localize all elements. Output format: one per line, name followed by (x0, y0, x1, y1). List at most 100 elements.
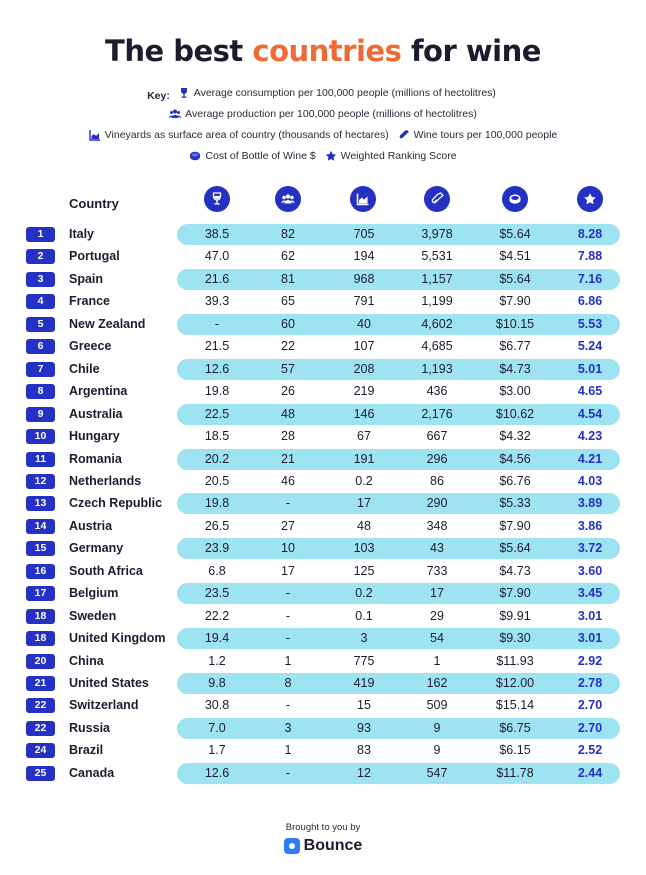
table-row: 9 Australia 22.5 48 146 2,176 $10.62 4.54 (0, 403, 646, 425)
tours-cell: 547 (426, 765, 448, 780)
rank-badge: 16 (26, 563, 55, 579)
production-cell: 1 (284, 743, 292, 758)
consumption-cell: 19.8 (204, 384, 230, 399)
country-name: France (69, 294, 110, 309)
cost-cell: $7.90 (499, 294, 531, 309)
cost-cell: $5.64 (499, 271, 531, 286)
table-row: 24 Brazil 1.7 1 83 9 $6.15 2.52 (0, 740, 646, 761)
country-name: Brazil (69, 743, 104, 758)
table-row: 10 Hungary 18.5 28 67 667 $4.32 4.23 (0, 426, 646, 447)
cost-cell: $9.91 (499, 608, 531, 623)
consumption-cell: 20.2 (204, 451, 230, 466)
tours-cell: 509 (426, 698, 448, 713)
brand-name: Bounce (303, 837, 363, 854)
tours-cell: 86 (430, 473, 444, 488)
score-cell: 3.60 (577, 563, 603, 578)
wine-glass-icon (180, 88, 187, 98)
consumption-cell: 19.8 (204, 496, 230, 511)
cost-cell: $11.78 (496, 765, 534, 780)
table-row: 20 China 1.2 1 775 1 $11.93 2.92 (0, 651, 646, 672)
country-name: Australia (69, 406, 123, 421)
production-cell: - (285, 496, 291, 511)
star-icon (584, 193, 596, 205)
vineyards-cell: 67 (357, 429, 371, 444)
production-cell: - (285, 631, 291, 646)
rank-badge: 18 (26, 608, 55, 624)
title-part1: The best (105, 34, 253, 68)
country-name: United States (69, 676, 149, 690)
consumption-cell: - (214, 316, 220, 331)
tours-cell: 9 (433, 720, 441, 735)
score-cell: 2.70 (577, 698, 603, 713)
score-cell: 7.16 (577, 271, 603, 286)
tours-cell: 348 (426, 518, 448, 533)
vineyards-cell: 0.2 (355, 586, 373, 601)
consumption-cell: 20.5 (204, 473, 230, 488)
column-header-country: Country (69, 196, 119, 211)
table-row: 6 Greece 21.5 22 107 4,685 $6.77 5.24 (0, 336, 646, 357)
country-name: South Africa (69, 563, 143, 578)
production-cell: 1 (284, 653, 292, 668)
column-header-tours (424, 186, 450, 212)
row-stripe (177, 762, 620, 784)
tours-cell: 296 (426, 451, 448, 466)
cost-cell: $4.73 (499, 361, 531, 376)
tours-cell: 3,978 (421, 227, 453, 241)
score-cell: 8.28 (577, 227, 603, 241)
score-cell: 5.24 (577, 339, 603, 354)
country-name: Italy (69, 227, 95, 241)
cost-cell: $5.33 (499, 496, 531, 511)
wine-glass-icon (212, 192, 222, 205)
row-stripe (177, 538, 620, 560)
row-stripe (177, 717, 620, 739)
rank-badge: 20 (26, 653, 55, 669)
table-row: 1 Italy 38.5 82 705 3,978 $5.64 8.28 (0, 224, 646, 245)
tours-cell: 43 (430, 541, 444, 556)
cost-cell: $7.90 (499, 586, 531, 601)
vineyards-cell: 17 (357, 496, 371, 511)
consumption-cell: 23.5 (204, 586, 230, 601)
score-cell: 3.86 (577, 518, 603, 533)
country-name: Sweden (69, 608, 117, 623)
tours-cell: 4,602 (421, 316, 453, 331)
tours-cell: 54 (430, 631, 444, 646)
score-cell: 3.72 (577, 541, 603, 556)
consumption-cell: 6.8 (208, 563, 226, 578)
table-row: 21 United States 9.8 8 419 162 $12.00 2.78 (0, 673, 646, 694)
production-cell: - (285, 586, 291, 601)
consumption-cell: 12.6 (204, 361, 230, 376)
country-name: Russia (69, 720, 110, 735)
cost-cell: $4.73 (499, 563, 531, 578)
consumption-cell: 18.5 (204, 429, 230, 444)
score-cell: 2.44 (577, 765, 603, 780)
rank-badge: 21 (26, 676, 55, 691)
table-row: 13 Czech Republic 19.8 - 17 290 $5.33 3.89 (0, 493, 646, 515)
score-cell: 4.54 (577, 406, 603, 421)
country-name: Switzerland (69, 698, 139, 713)
rank-badge: 8 (26, 384, 55, 400)
production-cell: 46 (281, 473, 295, 488)
coin-icon (509, 194, 521, 204)
rank-badge: 24 (26, 743, 55, 759)
production-cell: - (285, 698, 291, 713)
production-cell: 8 (284, 676, 292, 690)
cost-cell: $10.62 (495, 406, 535, 421)
row-stripe (177, 628, 620, 650)
consumption-cell: 38.5 (204, 227, 230, 241)
table-row: 22 Russia 7.0 3 93 9 $6.75 2.70 (0, 717, 646, 739)
rank-badge: 3 (26, 271, 55, 287)
row-stripe (177, 358, 620, 380)
cost-cell: $15.14 (495, 698, 535, 713)
column-header-cost (502, 186, 528, 212)
cost-cell: $4.32 (499, 429, 531, 444)
vineyards-cell: 125 (353, 563, 375, 578)
row-stripe (177, 448, 620, 470)
rank-badge: 14 (26, 518, 55, 534)
production-cell: 3 (284, 720, 292, 735)
consumption-cell: 26.5 (204, 518, 230, 533)
vineyards-cell: 194 (353, 249, 375, 264)
column-header-vineyards (350, 186, 376, 212)
rank-badge: 18 (26, 631, 55, 647)
table-row: 7 Chile 12.6 57 208 1,193 $4.73 5.01 (0, 358, 646, 380)
row-stripe (177, 224, 620, 245)
